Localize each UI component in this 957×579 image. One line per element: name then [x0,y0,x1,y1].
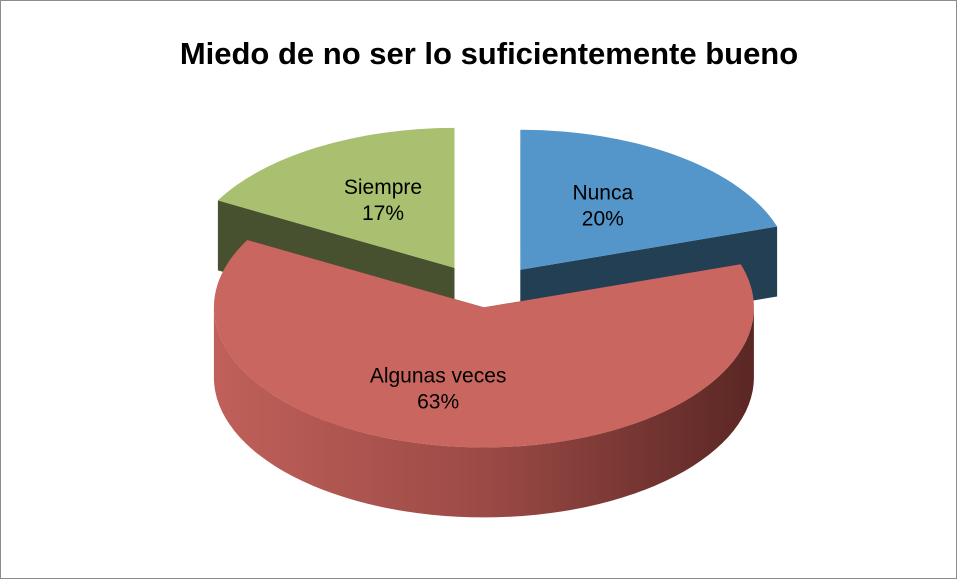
slice-category-label: Siempre [344,176,422,199]
slice-category-label: Nunca [572,181,633,204]
chart-title: Miedo de no ser lo suficientemente bueno [180,36,798,71]
slice-value-label: 17% [362,202,404,225]
slice-wall [213,307,754,518]
slice-value-label: 63% [417,390,459,413]
pie-slice [213,240,754,448]
pie-slice [217,127,455,268]
slice-category-label: Algunas veces [370,364,507,387]
slice-value-label: 20% [582,207,624,230]
pie-slice [520,129,778,270]
